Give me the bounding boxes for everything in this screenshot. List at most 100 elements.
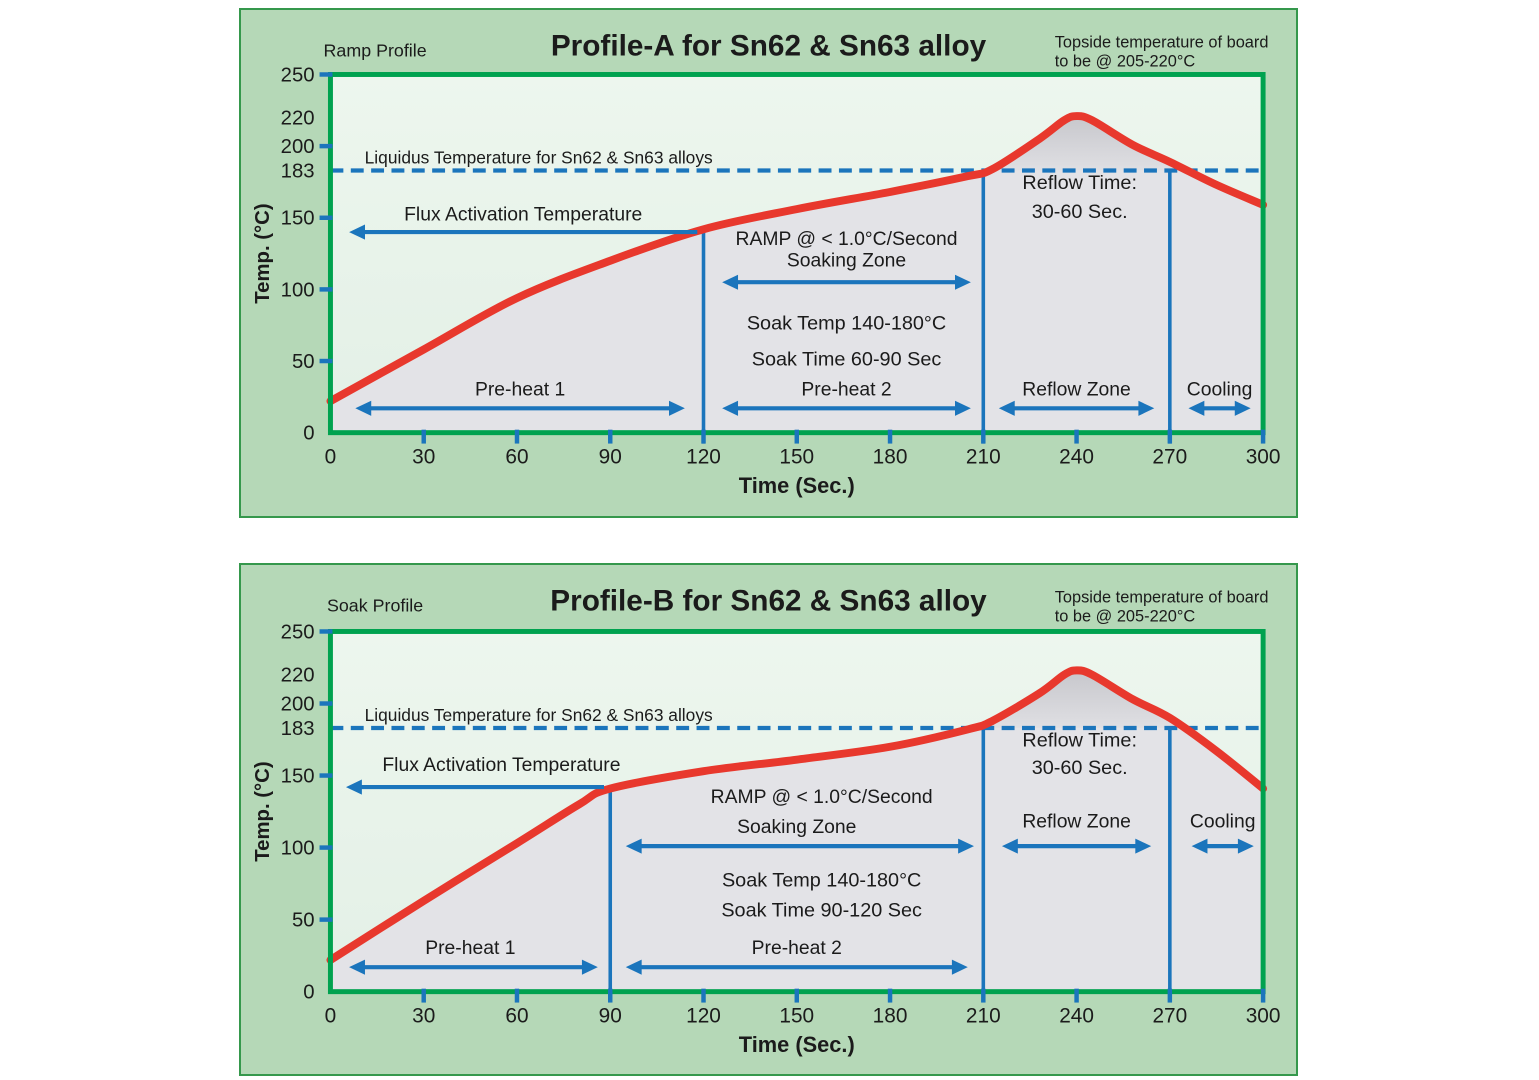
- arrowhead-left-icon: [998, 400, 1015, 416]
- x-tick-label: 60: [505, 1004, 528, 1027]
- arrowhead-left-icon: [345, 779, 362, 795]
- arrowhead-left-icon: [722, 274, 739, 290]
- profile-b-chart: 250 220 200 183 150 100 50 00 30 60 90 120 150 180 210…: [252, 585, 1281, 1058]
- flux-activation-label: Flux Activation Temperature: [404, 204, 642, 226]
- y-tick-label: 250: [281, 64, 315, 86]
- soak-temp-label: Soak Temp 140-180°C: [722, 869, 921, 891]
- topside-note-line-2: to be @ 205-220°C: [1055, 53, 1196, 71]
- profile-type-label: Soak Profile: [327, 596, 423, 616]
- arrowhead-right-icon: [951, 959, 968, 975]
- reflow-peak-fill: [971, 670, 1185, 729]
- reflow-time-label-1: Reflow Time:: [1022, 730, 1137, 752]
- reflow-time-label-2: 30-60 Sec.: [1032, 201, 1128, 223]
- arrowhead-left-icon: [349, 959, 365, 975]
- soak-time-label: Soak Time 90-120 Sec: [721, 900, 922, 922]
- arrowhead-right-icon: [1138, 400, 1155, 416]
- ramp-rate-label: RAMP @ < 1.0°C/Second: [711, 786, 933, 808]
- arrowhead-left-icon: [625, 959, 642, 975]
- x-tick-label: 150: [779, 445, 814, 468]
- reflow-zone-label: Reflow Zone: [1022, 378, 1131, 400]
- x-tick-label: 210: [966, 1004, 1001, 1027]
- temperature-curve: [326, 666, 1268, 964]
- ramp-rate-label: RAMP @ < 1.0°C/Second: [736, 228, 958, 250]
- cooling-label: Cooling: [1187, 378, 1253, 400]
- flux-activation-label: Flux Activation Temperature: [382, 754, 620, 776]
- chart-title: Profile-A for Sn62 & Sn63 alloy: [551, 30, 987, 63]
- reflow-zone-arrow: [998, 400, 1155, 416]
- reflow-time-label-1: Reflow Time:: [1022, 172, 1137, 194]
- x-tick-label: 240: [1059, 1004, 1094, 1027]
- y-tick-label: 100: [281, 838, 315, 860]
- reflow-zone-label: Reflow Zone: [1022, 810, 1131, 832]
- x-tick-label: 180: [873, 445, 908, 468]
- arrowhead-right-icon: [581, 959, 598, 975]
- x-tick-label: 30: [412, 445, 435, 468]
- x-axis-title: Time (Sec.): [739, 1032, 855, 1057]
- flux-activation-arrow: [345, 779, 605, 795]
- x-tick-label: 90: [599, 445, 622, 468]
- y-tick-label: 250: [281, 621, 315, 643]
- y-tick-label: 0: [303, 423, 314, 445]
- preheat2-label: Pre-heat 2: [801, 378, 891, 400]
- x-tick-label: 300: [1246, 445, 1281, 468]
- reflow-peak-fill: [987, 116, 1188, 171]
- y-axis-title: Temp. (°C): [252, 761, 274, 861]
- x-tick-label: 240: [1059, 445, 1094, 468]
- topside-note-line-1: Topside temperature of board: [1055, 34, 1269, 52]
- y-tick-label: 50: [292, 351, 315, 373]
- x-tick-label: 120: [686, 1004, 721, 1027]
- y-tick-label: 220: [281, 665, 315, 687]
- preheat2-arrow: [722, 400, 971, 416]
- under-curve-fill: [330, 670, 1264, 992]
- y-tick-label: 100: [281, 279, 315, 301]
- preheat1-label: Pre-heat 1: [425, 937, 515, 959]
- x-axis-title: Time (Sec.): [739, 473, 855, 498]
- reflow-zone-arrow: [1001, 838, 1152, 854]
- preheat2-arrow: [625, 959, 968, 975]
- y-tick-label: 200: [281, 693, 315, 715]
- x-tick-label: 30: [412, 1004, 435, 1027]
- reflow-time-label-2: 30-60 Sec.: [1032, 757, 1128, 779]
- soaking-zone-arrow: [722, 274, 971, 290]
- arrowhead-right-icon: [954, 400, 971, 416]
- liquidus-label: Liquidus Temperature for Sn62 & Sn63 all…: [365, 705, 713, 725]
- profile-b-panel: 250 220 200 183 150 100 50 0 0 30 60 90 120 150 180 210…: [239, 563, 1298, 1076]
- arrowhead-right-icon: [1135, 838, 1152, 854]
- arrowhead-left-icon: [349, 224, 365, 240]
- y-tick-label: 183: [281, 160, 315, 182]
- temperature-curve: [326, 112, 1268, 406]
- x-tick-label: 120: [686, 445, 721, 468]
- soak-time-label: Soak Time 60-90 Sec: [752, 348, 942, 370]
- profile-a-panel: 250 220 200 183 150 100 50 0 0 30 60 90 120 150 180 210…: [239, 8, 1298, 518]
- y-tick-label: 150: [281, 208, 315, 230]
- soaking-zone-label: Soaking Zone: [787, 249, 906, 271]
- preheat1-arrow: [355, 400, 685, 416]
- arrowhead-right-icon: [954, 274, 971, 290]
- topside-note-line-1: Topside temperature of board: [1055, 589, 1269, 607]
- arrowhead-right-icon: [668, 400, 685, 416]
- liquidus-label: Liquidus Temperature for Sn62 & Sn63 all…: [365, 147, 713, 167]
- cooling-arrow: [1188, 400, 1251, 416]
- soaking-zone-label: Soaking Zone: [737, 816, 856, 838]
- y-tick-label: 200: [281, 136, 315, 158]
- flux-activation-arrow: [349, 224, 698, 240]
- preheat2-label: Pre-heat 2: [752, 937, 842, 959]
- y-tick-label: 150: [281, 765, 315, 787]
- y-axis-title: Temp. (°C): [252, 203, 274, 303]
- x-tick-label: 0: [325, 445, 337, 468]
- arrowhead-right-icon: [958, 838, 974, 854]
- y-tick-label: 50: [292, 910, 315, 932]
- arrowhead-left-icon: [1191, 838, 1208, 854]
- x-tick-label: 0: [325, 1004, 337, 1027]
- cooling-label: Cooling: [1190, 810, 1256, 832]
- x-tick-label: 210: [966, 445, 1001, 468]
- y-tick-label: 183: [281, 718, 315, 740]
- arrowhead-right-icon: [1234, 400, 1251, 416]
- x-tick-label: 180: [873, 1004, 908, 1027]
- x-tick-label: 270: [1152, 445, 1187, 468]
- arrowhead-left-icon: [625, 838, 642, 854]
- x-tick-label: 90: [599, 1004, 622, 1027]
- x-tick-label: 60: [505, 445, 528, 468]
- under-curve-fill: [330, 116, 1264, 433]
